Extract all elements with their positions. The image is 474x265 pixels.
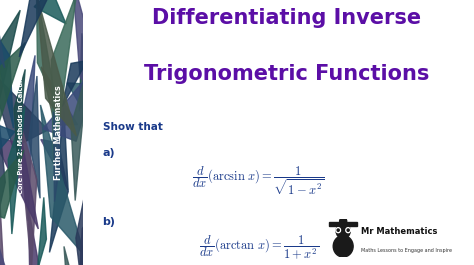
Text: Further Mathematics: Further Mathematics: [54, 85, 63, 180]
Polygon shape: [19, 0, 53, 57]
Polygon shape: [0, 10, 20, 117]
Polygon shape: [0, 244, 7, 265]
Polygon shape: [77, 215, 92, 265]
Polygon shape: [72, 0, 110, 116]
Polygon shape: [0, 4, 5, 68]
Polygon shape: [17, 112, 37, 265]
Circle shape: [336, 228, 340, 233]
Polygon shape: [49, 108, 68, 252]
Polygon shape: [18, 55, 35, 221]
Text: $\dfrac{d}{dx}(\arcsin\, x) = \dfrac{1}{\sqrt{1 - x^2}}$: $\dfrac{d}{dx}(\arcsin\, x) = \dfrac{1}{…: [192, 164, 326, 197]
Polygon shape: [79, 33, 87, 111]
Circle shape: [346, 228, 350, 233]
Text: Mr Mathematics: Mr Mathematics: [361, 227, 437, 236]
Polygon shape: [82, 201, 103, 265]
Circle shape: [347, 229, 349, 231]
Polygon shape: [43, 63, 99, 141]
Text: $\dfrac{d}{dx}(\arctan\, x) = \dfrac{1}{1 + x^2}$: $\dfrac{d}{dx}(\arctan\, x) = \dfrac{1}{…: [199, 233, 319, 262]
Polygon shape: [0, 115, 15, 158]
Polygon shape: [71, 70, 88, 201]
Polygon shape: [29, 76, 40, 198]
Polygon shape: [14, 69, 25, 161]
Polygon shape: [0, 150, 24, 218]
Polygon shape: [40, 105, 85, 256]
Polygon shape: [0, 67, 48, 148]
Polygon shape: [0, 120, 5, 235]
Polygon shape: [8, 106, 25, 234]
Text: Maths Lessons to Engage and Inspire: Maths Lessons to Engage and Inspire: [361, 248, 452, 253]
Text: Show that: Show that: [102, 122, 163, 132]
Polygon shape: [54, 112, 61, 202]
Circle shape: [339, 218, 346, 225]
Polygon shape: [67, 83, 111, 120]
Polygon shape: [37, 0, 76, 136]
Polygon shape: [78, 197, 103, 265]
Text: a): a): [102, 148, 115, 158]
Polygon shape: [51, 0, 77, 165]
Text: Differentiating Inverse: Differentiating Inverse: [152, 8, 421, 28]
Polygon shape: [64, 246, 72, 265]
Circle shape: [336, 223, 350, 238]
Polygon shape: [37, 197, 46, 265]
Text: Core Pure 2: Methods in Calculus: Core Pure 2: Methods in Calculus: [18, 71, 24, 194]
Circle shape: [333, 236, 353, 257]
Circle shape: [337, 229, 339, 231]
Polygon shape: [36, 0, 56, 103]
FancyBboxPatch shape: [329, 222, 357, 226]
Polygon shape: [76, 160, 91, 265]
Polygon shape: [0, 23, 13, 128]
Polygon shape: [41, 139, 68, 190]
Polygon shape: [0, 43, 25, 143]
Text: b): b): [102, 217, 116, 227]
Polygon shape: [34, 0, 66, 24]
Polygon shape: [0, 135, 38, 229]
Polygon shape: [28, 208, 46, 265]
Polygon shape: [62, 60, 87, 107]
Polygon shape: [89, 152, 100, 241]
Polygon shape: [0, 132, 4, 265]
Polygon shape: [41, 67, 78, 125]
Text: Trigonometric Functions: Trigonometric Functions: [144, 64, 429, 83]
